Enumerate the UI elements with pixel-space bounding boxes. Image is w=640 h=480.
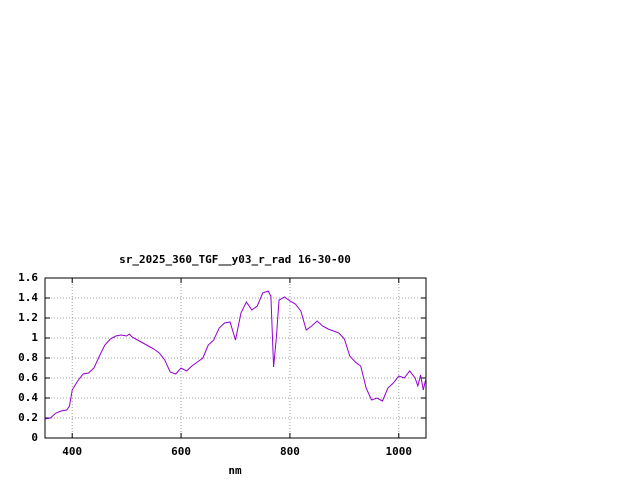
y-tick-label: 0.6 — [18, 371, 38, 384]
y-tick-label: 0.8 — [18, 351, 38, 364]
y-tick-label: 0.2 — [18, 411, 38, 424]
y-tick-label: 1 — [31, 331, 38, 344]
x-tick-label: 600 — [171, 445, 191, 458]
x-tick-label: 400 — [62, 445, 82, 458]
y-tick-label: 1.6 — [18, 271, 38, 284]
y-tick-label: 0.4 — [18, 391, 38, 404]
y-tick-label: 0 — [31, 431, 38, 444]
x-tick-label: 800 — [280, 445, 300, 458]
y-tick-label: 1.4 — [18, 291, 38, 304]
y-tick-label: 1.2 — [18, 311, 38, 324]
x-axis-label: nm — [228, 464, 242, 477]
x-tick-label: 1000 — [386, 445, 413, 458]
plot-frame — [44, 277, 427, 439]
chart-title: sr_2025_360_TGF__y03_r_rad 16-30-00 — [119, 253, 351, 266]
data-line — [44, 290, 427, 420]
